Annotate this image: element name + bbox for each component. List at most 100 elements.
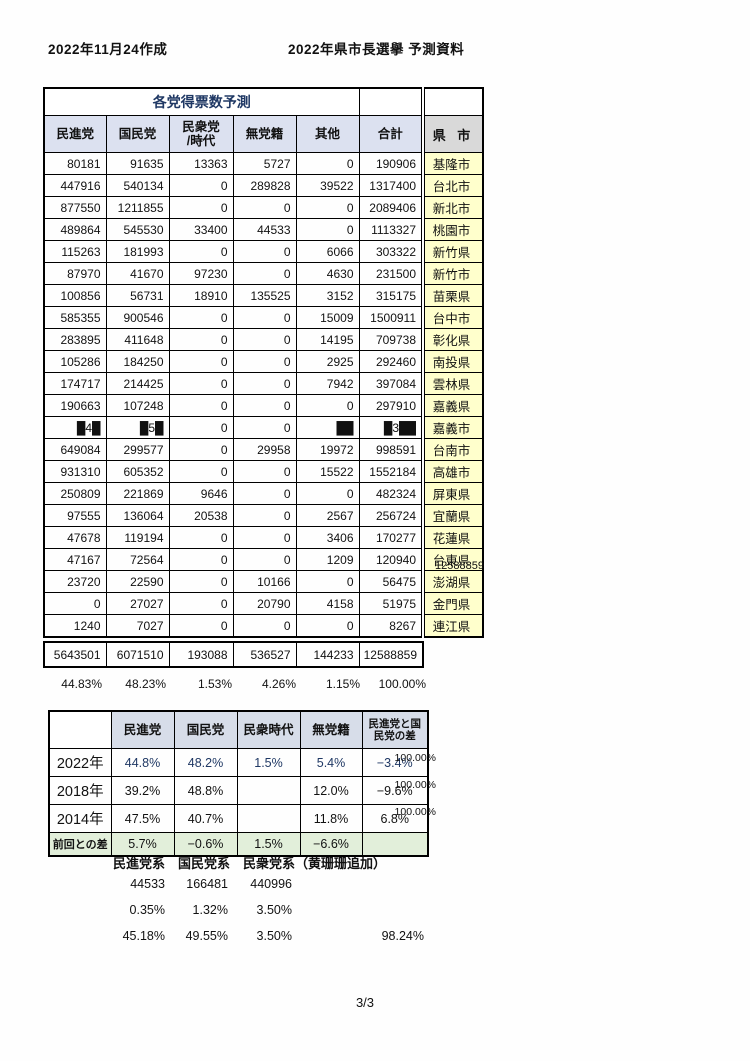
row-sum-note: 100.00% — [394, 806, 436, 818]
summary-table-section: 民進党 国民党 民衆時代 無党籍 民進党と国 民党の差 2022年 44.8% 48.2% 1… — [48, 710, 518, 857]
total-cell: 536527 — [232, 641, 297, 668]
region-cell: 苗栗県 — [421, 284, 484, 307]
vote-count-cell: 3152 — [295, 284, 360, 307]
vote-count-cell: 411648 — [105, 328, 170, 351]
summary-row: 2014年 47.5% 40.7% 11.8% 6.8% — [48, 804, 429, 833]
percentage-cell: 1.15% — [325, 677, 360, 691]
vote-count-cell: 250809 — [43, 482, 107, 505]
vote-count-cell: 47167 — [43, 548, 107, 571]
vote-count-cell: 397084 — [358, 372, 424, 395]
vote-count-cell: 47678 — [43, 526, 107, 549]
vote-count-cell: ██ — [295, 416, 360, 439]
vote-count-cell: 0 — [232, 482, 297, 505]
summary-value-cell: 48.8% — [173, 776, 238, 805]
vote-count-cell: 231500 — [358, 262, 424, 285]
forecast-row: 250809 221869 9646 0 0 482324 屏東県 — [43, 482, 484, 505]
summary-table-body: 民進党 国民党 民衆時代 無党籍 民進党と国 民党の差 2022年 44.8% 48.2% 1… — [48, 710, 429, 857]
vote-count-cell: 0 — [232, 350, 297, 373]
vote-count-cell: 877550 — [43, 196, 107, 219]
vote-count-cell: 29958 — [232, 438, 297, 461]
column-header: 民進党 — [43, 115, 107, 153]
vote-count-cell: 545530 — [105, 218, 170, 241]
region-column-header: 県 市 — [421, 115, 484, 153]
vote-count-cell: 0 — [295, 196, 360, 219]
vote-count-cell: 0 — [295, 614, 360, 638]
region-cell: 台北市 — [421, 174, 484, 197]
bloc-value-cell: 49.55% — [185, 929, 228, 943]
vote-count-cell: 0 — [168, 614, 234, 638]
forecast-row: 283895 411648 0 0 14195 709738 彰化県 — [43, 328, 484, 351]
vote-count-cell: 900546 — [105, 306, 170, 329]
summary-value-cell: 11.8% — [299, 804, 363, 833]
summary-value-cell: 1.5% — [236, 748, 301, 777]
vote-count-cell: █5█ — [105, 416, 170, 439]
summary-value-cell — [361, 832, 429, 857]
region-cell: 南投県 — [421, 350, 484, 373]
vote-count-cell: 119194 — [105, 526, 170, 549]
summary-row: 前回との差 5.7% −0.6% 1.5% −6.6% — [48, 832, 429, 857]
summary-header-row: 民進党 国民党 民衆時代 無党籍 民進党と国 民党の差 — [48, 710, 429, 749]
created-date-label: 2022年11月24作成 — [48, 42, 168, 57]
forecast-title-row: 各党得票数予測 — [43, 87, 484, 116]
vote-count-cell: 51975 — [358, 592, 424, 615]
vote-count-cell: 41670 — [105, 262, 170, 285]
summary-row: 2022年 44.8% 48.2% 1.5% 5.4% −3.4% — [48, 748, 429, 777]
region-cell: 嘉義県 — [421, 394, 484, 417]
vote-count-cell: 283895 — [43, 328, 107, 351]
row-sum-note: 100.00% — [394, 779, 436, 791]
forecast-row: 47167 72564 0 0 1209 120940 台東県 — [43, 548, 484, 571]
vote-count-cell: 447916 — [43, 174, 107, 197]
party-bloc-section: 民進党系 国民党系 民衆党系（黄珊珊追加） 44533 166481 440996 0… — [48, 853, 488, 953]
vote-count-cell: 23720 — [43, 570, 107, 593]
document-title: 2022年県市長選擧 予測資料 — [288, 42, 465, 57]
grand-total-check-value: 12588859 — [435, 560, 484, 572]
vote-count-cell: 135525 — [232, 284, 297, 307]
column-header: 国民党 — [105, 115, 170, 153]
forecast-row: 489864 545530 33400 44533 0 1113327 桃園市 — [43, 218, 484, 241]
vote-count-cell: 6066 — [295, 240, 360, 263]
region-cell: 高雄市 — [421, 460, 484, 483]
summary-value-cell: −9.6% — [361, 776, 429, 805]
vote-count-cell: █4█ — [43, 416, 107, 439]
totals-row-table: 5643501 6071510 193088 536527 144233 12588859 — [43, 641, 424, 668]
vote-count-cell: 14195 — [295, 328, 360, 351]
percentage-row: 44.83% 48.23% 1.53% 4.26% 1.15% 100.00% — [43, 677, 513, 691]
vote-count-cell: 3406 — [295, 526, 360, 549]
vote-count-cell: 0 — [232, 548, 297, 571]
vote-count-cell: 174717 — [43, 372, 107, 395]
totals-row: 5643501 6071510 193088 536527 144233 12588859 — [43, 641, 424, 668]
region-cell: 金門県 — [421, 592, 484, 615]
bloc-header-tpp: 民衆党系（黄珊珊追加） — [243, 856, 387, 871]
summary-table: 民進党 国民党 民衆時代 無党籍 民進党と国 民党の差 2022年 44.8% 48.2% 1… — [48, 710, 429, 857]
total-cell: 144233 — [295, 641, 360, 668]
vote-count-cell: 0 — [43, 592, 107, 615]
vote-count-cell: 44533 — [232, 218, 297, 241]
forecast-row: 649084 299577 0 29958 19972 998591 台南市 — [43, 438, 484, 461]
vote-count-cell: 0 — [232, 240, 297, 263]
vote-count-cell: 0 — [232, 614, 297, 638]
vote-count-cell: 115263 — [43, 240, 107, 263]
bloc-value-cell: 3.50% — [256, 929, 292, 943]
vote-count-cell: 15009 — [295, 306, 360, 329]
forecast-row: 447916 540134 0 289828 39522 1317400 台北市 — [43, 174, 484, 197]
vote-count-cell: 0 — [295, 218, 360, 241]
vote-count-cell: 256724 — [358, 504, 424, 527]
column-header: 民衆党 /時代 — [168, 115, 234, 153]
vote-count-cell: 0 — [232, 196, 297, 219]
forecast-row: 0 27027 0 20790 4158 51975 金門県 — [43, 592, 484, 615]
vote-count-cell: 33400 — [168, 218, 234, 241]
percentage-cell: 48.23% — [125, 677, 166, 691]
forecast-table-section: 各党得票数予測 民進党 国民党 民衆党 /時代 無党籍 其他 合計県 市 80181 916… — [43, 87, 513, 691]
vote-count-cell: 221869 — [105, 482, 170, 505]
vote-count-cell: 0 — [295, 482, 360, 505]
vote-count-cell: 0 — [232, 526, 297, 549]
vote-count-cell: 649084 — [43, 438, 107, 461]
vote-count-cell: 97230 — [168, 262, 234, 285]
forecast-row: 931310 605352 0 0 15522 1552184 高雄市 — [43, 460, 484, 483]
vote-count-cell: 80181 — [43, 152, 107, 175]
region-cell: 台東県 — [421, 548, 484, 571]
forecast-table-body: 各党得票数予測 民進党 国民党 民衆党 /時代 無党籍 其他 合計県 市 80181 916… — [43, 87, 484, 638]
vote-count-cell: 8267 — [358, 614, 424, 638]
vote-count-cell: 87970 — [43, 262, 107, 285]
row-sum-note: 100.00% — [394, 752, 436, 764]
